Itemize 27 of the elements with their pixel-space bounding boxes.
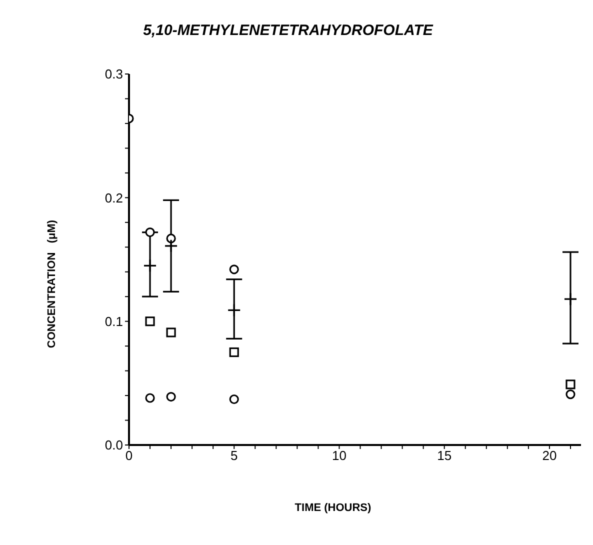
- point: [227, 303, 241, 318]
- point: [166, 328, 176, 338]
- point: [566, 380, 576, 390]
- x-tick-label: 20: [542, 448, 557, 464]
- x-tick-label: 15: [437, 448, 452, 464]
- point: [564, 292, 578, 306]
- y-tick-label: 0.2: [104, 190, 123, 206]
- y-tick-label: 0.1: [104, 314, 123, 329]
- x-tick-label: 0: [125, 448, 133, 464]
- x-tick-label: 5: [230, 448, 238, 464]
- y-tick-label: 0.3: [104, 66, 123, 82]
- point: [229, 394, 239, 404]
- point: [145, 227, 155, 238]
- point: [229, 347, 239, 358]
- chart-title: 5,10-METHYLENETETRAHYDROFOLATE: [142, 22, 434, 39]
- point: [145, 393, 155, 403]
- y-axis-title: CONCENTRATION (μM): [46, 218, 58, 350]
- point: [164, 239, 178, 253]
- x-axis-title: TIME (HOURS): [294, 502, 372, 514]
- point: [166, 234, 176, 244]
- point: [143, 258, 157, 272]
- x-tick-label: 10: [332, 448, 346, 464]
- point: [166, 392, 176, 402]
- point: [566, 389, 576, 400]
- point: [229, 264, 239, 274]
- point: [145, 316, 155, 326]
- y-tick-label: 0.0: [104, 438, 123, 453]
